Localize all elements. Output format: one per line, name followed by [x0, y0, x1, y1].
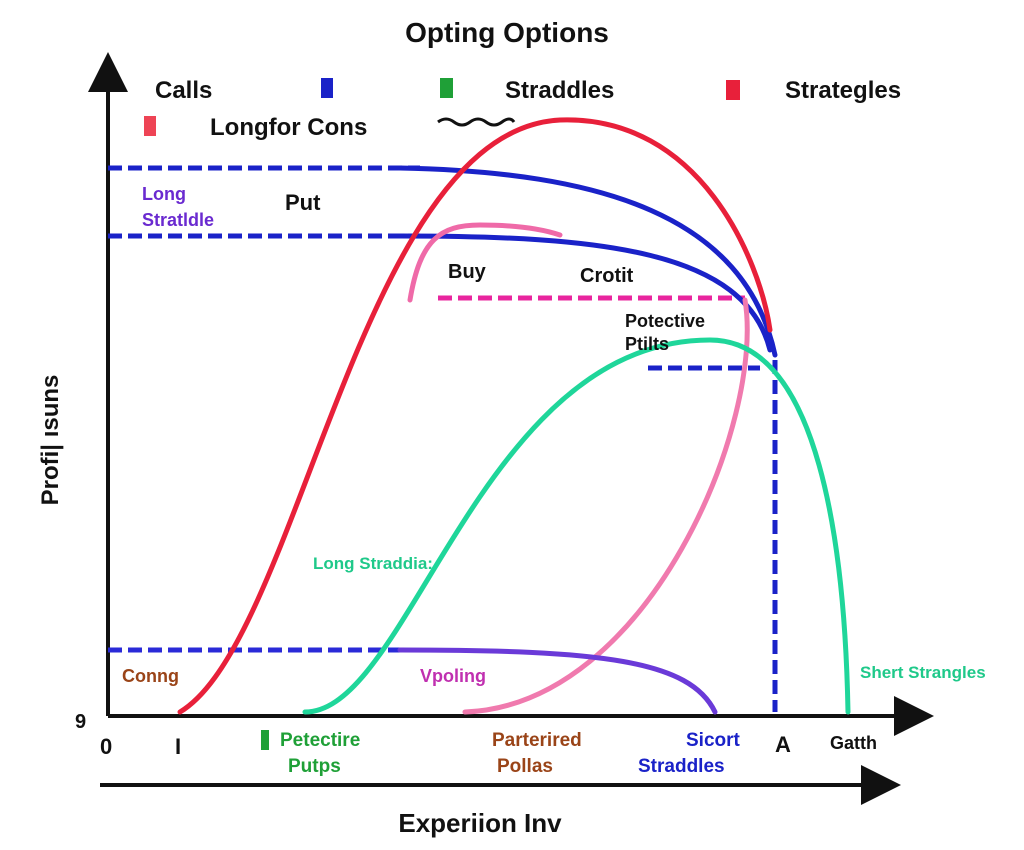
x-label: Gatth [830, 733, 877, 753]
legend-icon [726, 80, 740, 100]
curve [397, 233, 773, 353]
x-axis-label: Experiion Inv [398, 808, 562, 838]
annotation: Long Straddia: [313, 554, 433, 573]
curve [462, 297, 750, 715]
marker-icon [261, 730, 269, 750]
x-label: Pollas [497, 756, 553, 777]
x-label: 0 [100, 734, 112, 759]
legend-label: Longfor Cons [210, 114, 367, 141]
annotation: Shert Strangles [860, 663, 986, 682]
annotation: Put [285, 190, 321, 215]
curve [397, 165, 778, 358]
annotation: Potective [625, 311, 705, 331]
legend-icon [440, 78, 453, 98]
x-label: Sicort [686, 730, 741, 751]
annotation: Buy [448, 261, 487, 283]
legend-label: Strategles [785, 77, 901, 104]
origin-label: 9 [75, 711, 86, 733]
legend-icon [321, 78, 333, 98]
curve [407, 222, 563, 303]
x-label: A [775, 732, 791, 757]
x-label: Petectire [280, 730, 360, 751]
annotation: Stratldle [142, 210, 214, 230]
legend-label: Straddles [505, 77, 614, 104]
annotation: Vpoling [420, 666, 486, 686]
annotation: Conng [122, 666, 179, 686]
title: Opting Options [405, 17, 609, 48]
legend-icon [144, 116, 156, 136]
annotation: Ptilts [625, 334, 669, 354]
curve [177, 117, 773, 715]
annotation: Long [142, 184, 186, 204]
curve [397, 647, 718, 715]
x-label: Straddles [638, 756, 725, 777]
x-label: Putps [288, 756, 341, 777]
y-axis-label: Profi| ısuns [37, 375, 64, 506]
x-label: Parterired [492, 730, 582, 751]
curve [302, 337, 851, 715]
x-label: I [175, 734, 181, 759]
legend-squiggle [437, 117, 516, 127]
legend-label: Calls [155, 77, 212, 104]
annotation: Crotit [580, 265, 634, 287]
